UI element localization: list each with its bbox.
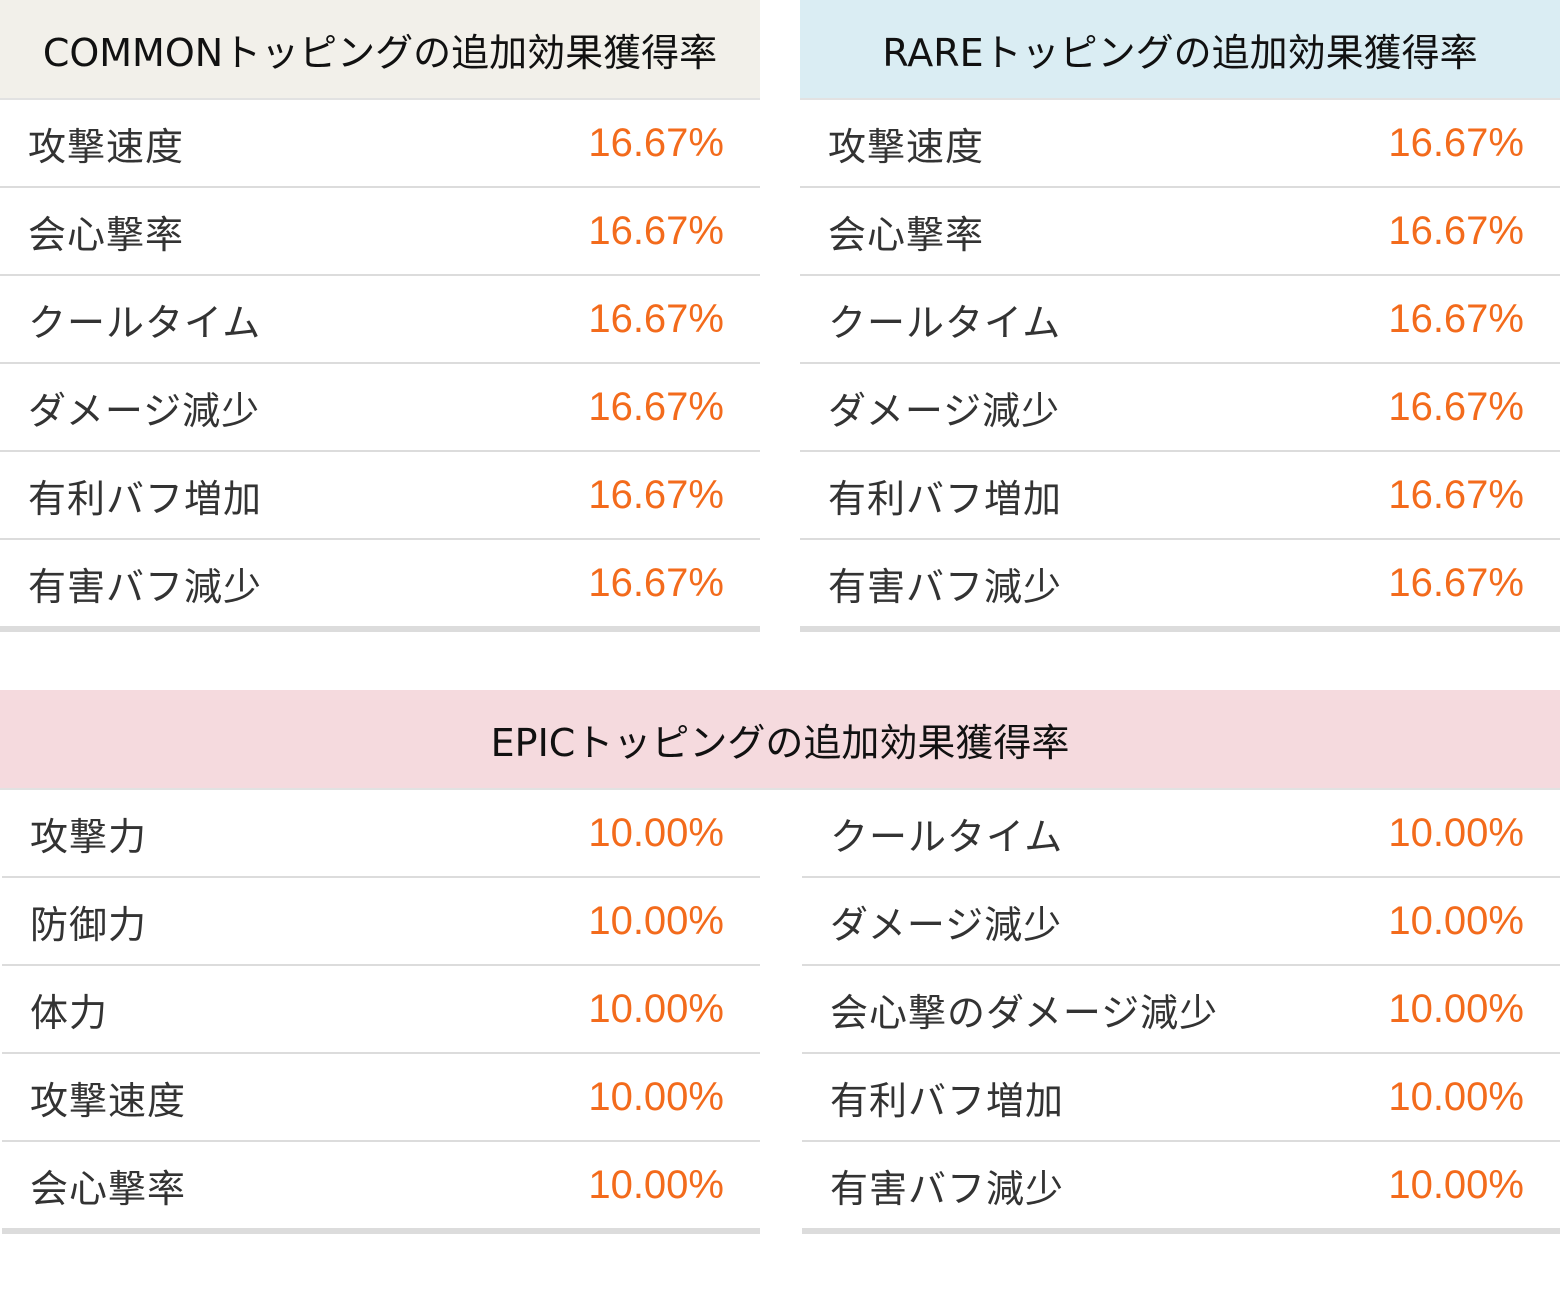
table-row: 防御力 10.00% [2,878,760,966]
effect-label: 会心撃率 [828,212,985,257]
effect-rate: 16.67% [1388,472,1524,517]
effect-rate: 10.00% [588,898,724,943]
effect-rate: 10.00% [1388,986,1524,1031]
effect-rate: 10.00% [588,1074,724,1119]
common-table-title: COMMONトッピングの追加効果獲得率 [0,0,760,100]
effect-rate: 10.00% [1388,898,1524,943]
table-row: 会心撃率 10.00% [2,1142,760,1234]
effect-label: 有利バフ増加 [830,1078,1065,1123]
table-row: 攻撃速度 10.00% [2,1054,760,1142]
rare-topping-table: RAREトッピングの追加効果獲得率 攻撃速度 16.67% 会心撃率 16.67% … [800,0,1560,632]
effect-label: 攻撃速度 [828,124,985,169]
epic-left-column: 攻撃力 10.00% 防御力 10.00% 体力 10.00% 攻撃速度 10.00% … [2,790,760,1234]
effect-label: 有害バフ減少 [830,1166,1065,1211]
effect-rate: 10.00% [588,810,724,855]
effect-label: ダメージ減少 [830,902,1063,947]
effect-label: 防御力 [30,902,148,947]
table-row: 会心撃率 16.67% [800,188,1560,276]
effect-rate: 16.67% [1388,384,1524,429]
table-row: 会心撃のダメージ減少 10.00% [802,966,1560,1054]
table-row: クールタイム 16.67% [0,276,760,364]
effect-rate: 16.67% [588,296,724,341]
effect-rate: 16.67% [588,208,724,253]
table-row: 有害バフ減少 10.00% [802,1142,1560,1234]
table-row: ダメージ減少 16.67% [800,364,1560,452]
effect-rate: 16.67% [588,560,724,605]
epic-table-title: EPICトッピングの追加効果獲得率 [0,690,1560,790]
table-row: ダメージ減少 10.00% [802,878,1560,966]
table-row: 有利バフ増加 16.67% [800,452,1560,540]
effect-rate: 16.67% [588,472,724,517]
effect-label: ダメージ減少 [828,388,1061,433]
effect-label: 会心撃率 [30,1166,187,1211]
table-row: 有利バフ増加 10.00% [802,1054,1560,1142]
table-row: クールタイム 10.00% [802,790,1560,878]
table-row: クールタイム 16.67% [800,276,1560,364]
effect-rate: 16.67% [1388,208,1524,253]
effect-label: 攻撃速度 [30,1078,187,1123]
effect-rate: 16.67% [1388,296,1524,341]
effect-label: 会心撃率 [28,212,185,257]
table-row: 攻撃力 10.00% [2,790,760,878]
table-row: 攻撃速度 16.67% [0,100,760,188]
effect-rate: 16.67% [1388,120,1524,165]
effect-label: 攻撃力 [30,814,148,859]
effect-label: クールタイム [830,814,1064,859]
effect-label: ダメージ減少 [28,388,261,433]
effect-label: 有害バフ減少 [28,564,263,609]
effect-rate: 10.00% [588,986,724,1031]
common-topping-table: COMMONトッピングの追加効果獲得率 攻撃速度 16.67% 会心撃率 16.67… [0,0,760,632]
effect-rate: 16.67% [1388,560,1524,605]
effect-rate: 10.00% [588,1162,724,1207]
effect-rate: 10.00% [1388,810,1524,855]
effect-rate: 10.00% [1388,1162,1524,1207]
effect-rate: 16.67% [588,120,724,165]
effect-label: 会心撃のダメージ減少 [830,990,1219,1035]
effect-label: 攻撃速度 [28,124,185,169]
table-row: 有害バフ減少 16.67% [800,540,1560,632]
effect-label: クールタイム [28,300,262,345]
table-row: 体力 10.00% [2,966,760,1054]
effect-rate: 10.00% [1388,1074,1524,1119]
table-row: 有害バフ減少 16.67% [0,540,760,632]
rare-table-title: RAREトッピングの追加効果獲得率 [800,0,1560,100]
epic-right-column: クールタイム 10.00% ダメージ減少 10.00% 会心撃のダメージ減少 10.0… [802,790,1560,1234]
table-row: 攻撃速度 16.67% [800,100,1560,188]
effect-label: クールタイム [828,300,1062,345]
table-row: 会心撃率 16.67% [0,188,760,276]
effect-label: 体力 [30,990,109,1035]
effect-rate: 16.67% [588,384,724,429]
table-row: ダメージ減少 16.67% [0,364,760,452]
epic-topping-table: EPICトッピングの追加効果獲得率 攻撃力 10.00% 防御力 10.00% 体力… [0,690,1560,1234]
effect-label: 有利バフ増加 [828,476,1063,521]
effect-label: 有害バフ減少 [828,564,1063,609]
table-row: 有利バフ増加 16.67% [0,452,760,540]
effect-label: 有利バフ増加 [28,476,263,521]
